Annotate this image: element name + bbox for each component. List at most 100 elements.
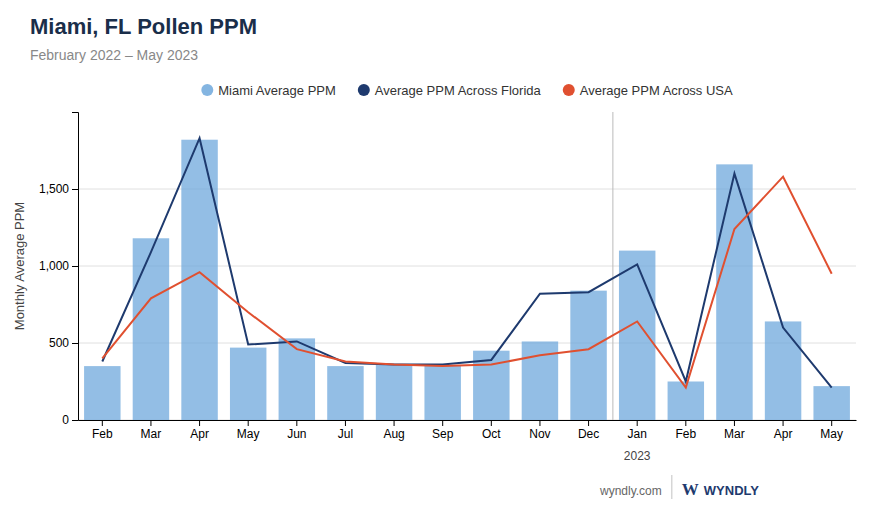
footer-separator <box>671 475 672 499</box>
x-tick: May <box>237 420 260 441</box>
x-tick-label: May <box>237 427 260 441</box>
bar-series <box>84 140 850 420</box>
y-tick: 1,000 <box>39 259 78 273</box>
legend-marker <box>201 84 213 96</box>
y-tick: 0 <box>62 413 78 427</box>
y-tick-mark <box>72 420 78 421</box>
x-tick: Apr <box>774 420 793 441</box>
legend-label: Average PPM Across USA <box>580 83 733 98</box>
x-tick: Mar <box>141 420 162 441</box>
bar <box>570 291 606 420</box>
legend-item: Average PPM Across Florida <box>358 83 542 98</box>
x-tick: Jul <box>338 420 353 441</box>
legend: Miami Average PPM Average PPM Across Flor… <box>201 83 733 98</box>
title: Miami, FL Pollen PPM <box>30 14 257 39</box>
y-tick-label: 1,000 <box>39 259 69 273</box>
x-tick-label: Jun <box>287 427 306 441</box>
x-tick-label: Jan <box>628 427 647 441</box>
y-tick: 500 <box>49 336 78 350</box>
x-tick-label: Sep <box>432 427 454 441</box>
y-tick-mark <box>72 343 78 344</box>
x-tick: Aug <box>383 420 404 441</box>
footer-text: W <box>682 480 699 499</box>
line <box>102 177 831 388</box>
y-tick: 1,500 <box>39 182 78 196</box>
footer-text: WYNDLY <box>704 483 759 498</box>
bar <box>279 338 315 420</box>
x-axis: Feb Mar Apr May Jun Jul Aug Sep Oct Nov Dec Jan Feb M… <box>79 420 857 441</box>
chart: Miami, FL Pollen PPM February 2022 – May … <box>0 0 880 509</box>
year-divider <box>612 112 613 420</box>
x-tick-mark <box>491 420 492 426</box>
plot: Feb Mar Apr May Jun Jul Aug Sep Oct Nov Dec Jan Feb M… <box>39 112 857 463</box>
legend-label: Average PPM Across Florida <box>375 83 542 98</box>
x-tick-mark <box>734 420 735 426</box>
x-tick-label: Jul <box>338 427 353 441</box>
x-tick: May <box>820 420 843 441</box>
bar <box>765 321 801 420</box>
legend-item: Average PPM Across USA <box>563 83 733 98</box>
y-axis: 0 500 1,000 1,500 <box>39 113 79 428</box>
x-tick-label: Nov <box>529 427 550 441</box>
bar <box>424 365 460 420</box>
x-tick: Jan <box>628 420 647 441</box>
legend-marker <box>563 84 575 96</box>
x-tick-label: May <box>820 427 843 441</box>
x-tick-mark <box>685 420 686 426</box>
y-axis-line <box>72 113 79 421</box>
x-tick-mark <box>588 420 589 426</box>
x-tick: Nov <box>529 420 550 441</box>
x-tick: Apr <box>190 420 209 441</box>
x-tick-mark <box>248 420 249 426</box>
bar <box>84 366 120 420</box>
x-axis-line <box>79 420 857 421</box>
x-tick-mark <box>394 420 395 426</box>
bar <box>230 348 266 420</box>
x-tick-label: Aug <box>383 427 404 441</box>
x-tick-mark <box>150 420 151 426</box>
bar <box>813 386 849 420</box>
x-tick-mark <box>102 420 103 426</box>
x-tick: Mar <box>724 420 745 441</box>
x-tick-mark <box>296 420 297 426</box>
y-tick-label: 500 <box>49 336 69 350</box>
bar <box>716 164 752 420</box>
line <box>102 138 831 387</box>
x-tick-label: Dec <box>578 427 599 441</box>
x-tick: Oct <box>482 420 501 441</box>
bar <box>133 238 169 420</box>
x-tick-mark <box>539 420 540 426</box>
marks <box>84 112 850 420</box>
x-tick: Dec <box>578 420 599 441</box>
x-tick-mark <box>345 420 346 426</box>
legend-item: Miami Average PPM <box>201 83 336 98</box>
x-tick-label: Apr <box>774 427 793 441</box>
x-tick-label: Feb <box>675 427 696 441</box>
x-tick: Jun <box>287 420 306 441</box>
x-tick-mark <box>831 420 832 426</box>
x-tick-mark <box>442 420 443 426</box>
bar <box>327 366 363 420</box>
x-tick-label: Feb <box>92 427 113 441</box>
x-tick-label: Apr <box>190 427 209 441</box>
x-tick-label: Mar <box>724 427 745 441</box>
y-tick-mark <box>72 189 78 190</box>
x-tick-label: Mar <box>141 427 162 441</box>
y-tick-mark <box>72 266 78 267</box>
y-tick-label: 0 <box>62 413 69 427</box>
annotation: 2023 <box>624 449 651 463</box>
bar <box>619 251 655 420</box>
x-tick-label: Oct <box>482 427 501 441</box>
y-tick-label: 1,500 <box>39 182 69 196</box>
footer-text: wyndly.com <box>599 484 662 498</box>
subtitle: February 2022 – May 2023 <box>30 47 198 63</box>
x-tick-mark <box>783 420 784 426</box>
legend-label: Miami Average PPM <box>218 83 336 98</box>
legend-marker <box>358 84 370 96</box>
x-tick-mark <box>637 420 638 426</box>
x-tick: Feb <box>92 420 113 441</box>
x-tick-mark <box>199 420 200 426</box>
x-tick: Sep <box>432 420 454 441</box>
bar <box>376 365 412 420</box>
y-axis-title: Monthly Average PPM <box>12 202 27 330</box>
